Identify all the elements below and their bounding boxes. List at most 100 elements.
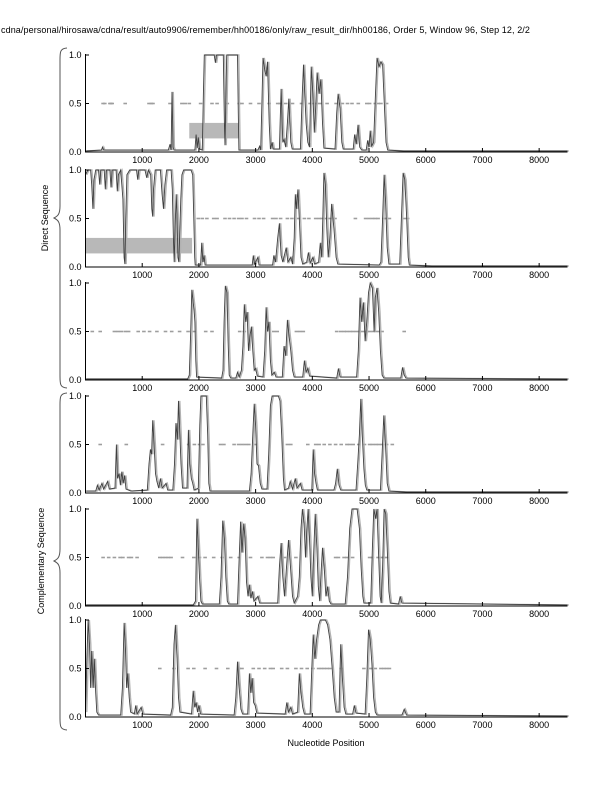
match-tick — [192, 556, 196, 559]
match-tick — [244, 217, 249, 220]
match-tick — [151, 102, 155, 105]
match-tick — [163, 330, 168, 333]
y-tick-label: 0.5 — [69, 440, 82, 450]
match-tick — [232, 443, 236, 446]
match-tick — [322, 667, 326, 670]
match-tick — [301, 330, 306, 333]
match-tick — [298, 330, 302, 333]
x-tick-label: 5000 — [359, 609, 379, 619]
match-tick — [283, 102, 288, 105]
match-tick — [124, 443, 129, 446]
sequence-plot-panel-5: 1000 2000 3000 4000 5000 6000 7000 8000 0.0 0.5 1.… — [69, 504, 569, 619]
match-tick — [223, 217, 227, 220]
match-tick — [168, 102, 172, 105]
x-tick-label: 1000 — [132, 270, 152, 280]
match-tick — [248, 102, 253, 105]
match-tick — [203, 556, 207, 559]
match-tick — [103, 102, 107, 105]
match-tick — [402, 330, 406, 333]
x-tick-label: 7000 — [472, 383, 492, 393]
x-tick-label: 2000 — [189, 383, 209, 393]
axes-spines — [85, 282, 568, 381]
match-tick — [192, 443, 197, 446]
match-tick — [126, 556, 131, 559]
match-tick — [278, 102, 282, 105]
x-tick-label: 1000 — [132, 609, 152, 619]
match-tick — [294, 330, 299, 333]
match-tick — [160, 443, 165, 446]
match-tick — [342, 330, 346, 333]
match-tick — [240, 667, 244, 670]
match-tick — [180, 102, 184, 105]
match-tick — [340, 102, 345, 105]
y-tick-label: 0.5 — [69, 214, 82, 224]
match-tick — [353, 217, 358, 220]
match-tick — [351, 330, 355, 333]
x-tick-label: 4000 — [302, 270, 322, 280]
match-tick — [290, 217, 294, 220]
match-tick — [387, 667, 392, 670]
match-tick — [198, 102, 203, 105]
match-tick — [196, 217, 201, 220]
y-tick-label: 0.0 — [69, 262, 82, 272]
probability-curve — [85, 168, 568, 267]
match-tick — [119, 330, 123, 333]
x-tick-label: 2000 — [189, 609, 209, 619]
y-tick-label: 0.5 — [69, 99, 82, 109]
y-tick-label: 0.0 — [69, 488, 82, 498]
x-tick-label: 8000 — [529, 496, 549, 506]
match-tick — [285, 217, 290, 220]
match-tick — [200, 217, 205, 220]
y-tick-label: 0.0 — [69, 147, 82, 157]
match-tick — [336, 556, 341, 559]
x-tick-label: 3000 — [246, 496, 266, 506]
match-tick — [367, 443, 372, 446]
match-tick — [240, 217, 244, 220]
match-tick — [356, 102, 361, 105]
y-tick-label: 0.5 — [69, 553, 82, 563]
match-tick — [275, 330, 279, 333]
x-tick-label: 7000 — [472, 155, 492, 165]
axes-spines — [85, 395, 568, 494]
x-tick-label: 6000 — [416, 609, 436, 619]
x-tick-label: 2000 — [189, 270, 209, 280]
match-tick — [376, 556, 380, 559]
match-tick — [123, 330, 127, 333]
axes-spines — [85, 54, 568, 153]
match-tick — [268, 667, 273, 670]
match-tick — [98, 330, 102, 333]
probability-curve-ghost — [86, 395, 569, 493]
match-tick — [240, 102, 244, 105]
x-tick-label: 8000 — [529, 383, 549, 393]
x-tick-label: 7000 — [472, 609, 492, 619]
match-tick — [374, 443, 378, 446]
match-tick — [285, 443, 290, 446]
match-tick — [350, 102, 354, 105]
match-tick — [313, 443, 318, 446]
match-tick — [123, 102, 127, 105]
match-tick — [367, 217, 371, 220]
match-tick — [211, 217, 216, 220]
match-tick — [384, 556, 389, 559]
match-tick — [367, 102, 372, 105]
x-tick-label: 5000 — [359, 155, 379, 165]
match-tick — [265, 556, 270, 559]
match-tick — [214, 667, 219, 670]
match-tick — [169, 556, 173, 559]
match-tick — [118, 556, 122, 559]
x-tick-label: 1000 — [132, 720, 152, 730]
match-tick — [169, 330, 174, 333]
match-tick — [257, 667, 261, 670]
match-tick — [289, 443, 293, 446]
match-tick — [187, 102, 192, 105]
match-tick — [147, 102, 151, 105]
probability-curve — [85, 508, 568, 606]
match-tick — [387, 217, 392, 220]
match-tick — [201, 443, 205, 446]
sequence-plot-panel-4: 1000 2000 3000 4000 5000 6000 7000 8000 0.0 0.5 1.… — [69, 391, 569, 506]
y-tick-label: 0.5 — [69, 327, 82, 337]
match-tick — [376, 102, 380, 105]
match-tick — [136, 330, 140, 333]
match-tick — [90, 330, 95, 333]
match-tick — [271, 667, 275, 670]
